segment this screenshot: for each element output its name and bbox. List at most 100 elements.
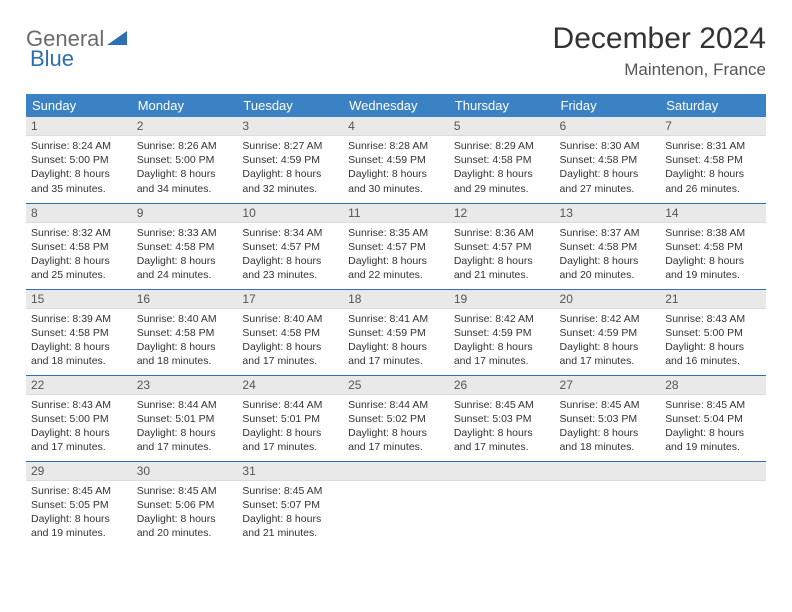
day-number [449, 462, 555, 481]
sunrise-line: Sunrise: 8:44 AM [137, 398, 233, 412]
daylight-line: Daylight: 8 hours and 16 minutes. [665, 340, 761, 368]
day-body: Sunrise: 8:24 AMSunset: 5:00 PMDaylight:… [26, 136, 132, 201]
calendar-empty-cell [449, 461, 555, 547]
day-body: Sunrise: 8:27 AMSunset: 4:59 PMDaylight:… [237, 136, 343, 201]
daylight-line: Daylight: 8 hours and 19 minutes. [31, 512, 127, 540]
day-number: 28 [660, 376, 766, 395]
sunset-line: Sunset: 5:02 PM [348, 412, 444, 426]
sunset-line: Sunset: 4:58 PM [137, 240, 233, 254]
day-body: Sunrise: 8:45 AMSunset: 5:03 PMDaylight:… [449, 395, 555, 460]
sunrise-line: Sunrise: 8:36 AM [454, 226, 550, 240]
logo-triangle-icon [107, 29, 127, 50]
sunset-line: Sunset: 4:58 PM [242, 326, 338, 340]
day-body: Sunrise: 8:45 AMSunset: 5:03 PMDaylight:… [555, 395, 661, 460]
calendar-day-cell: 30Sunrise: 8:45 AMSunset: 5:06 PMDayligh… [132, 461, 238, 547]
calendar-day-cell: 29Sunrise: 8:45 AMSunset: 5:05 PMDayligh… [26, 461, 132, 547]
day-number [660, 462, 766, 481]
sunset-line: Sunset: 5:05 PM [31, 498, 127, 512]
sunrise-line: Sunrise: 8:43 AM [665, 312, 761, 326]
day-body: Sunrise: 8:45 AMSunset: 5:04 PMDaylight:… [660, 395, 766, 460]
sunset-line: Sunset: 4:58 PM [665, 153, 761, 167]
calendar-day-cell: 22 Sunrise: 8:43 AMSunset: 5:00 PMDayligh… [26, 375, 132, 461]
daylight-line: Daylight: 8 hours and 17 minutes. [242, 426, 338, 454]
day-number: 27 [555, 376, 661, 395]
day-number: 1 [26, 117, 132, 136]
sunset-line: Sunset: 5:03 PM [454, 412, 550, 426]
calendar-day-cell: 9Sunrise: 8:33 AMSunset: 4:58 PMDaylight… [132, 203, 238, 289]
day-number: 7 [660, 117, 766, 136]
page-title: December 2024 [553, 22, 766, 56]
day-number: 8 [26, 204, 132, 223]
day-body: Sunrise: 8:41 AMSunset: 4:59 PMDaylight:… [343, 309, 449, 374]
sunrise-line: Sunrise: 8:45 AM [454, 398, 550, 412]
title-block: December 2024 Maintenon, France [553, 22, 766, 80]
sunset-line: Sunset: 4:59 PM [348, 326, 444, 340]
sunset-line: Sunset: 5:01 PM [137, 412, 233, 426]
calendar-day-cell: 27Sunrise: 8:45 AMSunset: 5:03 PMDayligh… [555, 375, 661, 461]
day-number: 15 [26, 290, 132, 309]
day-number: 6 [555, 117, 661, 136]
calendar-day-cell: 6Sunrise: 8:30 AMSunset: 4:58 PMDaylight… [555, 117, 661, 203]
calendar-header-row: SundayMondayTuesdayWednesdayThursdayFrid… [26, 94, 766, 117]
sunrise-line: Sunrise: 8:39 AM [31, 312, 127, 326]
calendar-day-cell: 15Sunrise: 8:39 AMSunset: 4:58 PMDayligh… [26, 289, 132, 375]
calendar-day-cell: 21Sunrise: 8:43 AMSunset: 5:00 PMDayligh… [660, 289, 766, 375]
day-number [555, 462, 661, 481]
day-body: Sunrise: 8:44 AMSunset: 5:01 PMDaylight:… [132, 395, 238, 460]
calendar-empty-cell [555, 461, 661, 547]
sunrise-line: Sunrise: 8:44 AM [242, 398, 338, 412]
weekday-header: Saturday [660, 94, 766, 117]
sunset-line: Sunset: 5:00 PM [31, 412, 127, 426]
sunset-line: Sunset: 4:58 PM [665, 240, 761, 254]
sunrise-line: Sunrise: 8:42 AM [560, 312, 656, 326]
day-body: Sunrise: 8:35 AMSunset: 4:57 PMDaylight:… [343, 223, 449, 288]
weekday-header: Monday [132, 94, 238, 117]
calendar-day-cell: 18Sunrise: 8:41 AMSunset: 4:59 PMDayligh… [343, 289, 449, 375]
sunrise-line: Sunrise: 8:45 AM [665, 398, 761, 412]
weekday-header: Tuesday [237, 94, 343, 117]
day-number: 19 [449, 290, 555, 309]
day-number: 10 [237, 204, 343, 223]
day-number: 16 [132, 290, 238, 309]
daylight-line: Daylight: 8 hours and 26 minutes. [665, 167, 761, 195]
sunset-line: Sunset: 5:00 PM [31, 153, 127, 167]
day-body: Sunrise: 8:43 AMSunset: 5:00 PMDaylight:… [660, 309, 766, 374]
sunrise-line: Sunrise: 8:45 AM [31, 484, 127, 498]
day-body: Sunrise: 8:29 AMSunset: 4:58 PMDaylight:… [449, 136, 555, 201]
day-body: Sunrise: 8:32 AMSunset: 4:58 PMDaylight:… [26, 223, 132, 288]
logo-text-blue: Blue [30, 46, 74, 71]
daylight-line: Daylight: 8 hours and 18 minutes. [137, 340, 233, 368]
daylight-line: Daylight: 8 hours and 23 minutes. [242, 254, 338, 282]
sunrise-line: Sunrise: 8:45 AM [137, 484, 233, 498]
day-body: Sunrise: 8:45 AMSunset: 5:05 PMDaylight:… [26, 481, 132, 546]
daylight-line: Daylight: 8 hours and 21 minutes. [454, 254, 550, 282]
daylight-line: Daylight: 8 hours and 19 minutes. [665, 254, 761, 282]
day-body: Sunrise: 8:44 AMSunset: 5:02 PMDaylight:… [343, 395, 449, 460]
daylight-line: Daylight: 8 hours and 17 minutes. [31, 426, 127, 454]
day-number: 20 [555, 290, 661, 309]
calendar-empty-cell [660, 461, 766, 547]
calendar-week-row: 15 Sunrise: 8:39 AM Sunset: 4:58 PM Dayligh… [26, 289, 766, 375]
sunset-line: Sunset: 4:58 PM [560, 240, 656, 254]
calendar-table: SundayMondayTuesdayWednesdayThursdayFrid… [26, 94, 766, 547]
day-number: 3 [237, 117, 343, 136]
calendar-day-cell: 24Sunrise: 8:44 AMSunset: 5:01 PMDayligh… [237, 375, 343, 461]
calendar-day-cell: 14Sunrise: 8:38 AMSunset: 4:58 PMDayligh… [660, 203, 766, 289]
day-number: 18 [343, 290, 449, 309]
sunrise-line: Sunrise: 8:40 AM [242, 312, 338, 326]
day-body: Sunrise: 8:38 AMSunset: 4:58 PMDaylight:… [660, 223, 766, 288]
day-number: 9 [132, 204, 238, 223]
calendar-day-cell: 26Sunrise: 8:45 AMSunset: 5:03 PMDayligh… [449, 375, 555, 461]
sunrise-line: Sunrise: 8:38 AM [665, 226, 761, 240]
day-body: Sunrise: 8:36 AMSunset: 4:57 PMDaylight:… [449, 223, 555, 288]
day-number: 24 [237, 376, 343, 395]
daylight-line: Daylight: 8 hours and 19 minutes. [665, 426, 761, 454]
daylight-line: Daylight: 8 hours and 18 minutes. [560, 426, 656, 454]
calendar-day-cell: 7Sunrise: 8:31 AMSunset: 4:58 PMDaylight… [660, 117, 766, 203]
sunset-line: Sunset: 4:58 PM [560, 153, 656, 167]
sunrise-line: Sunrise: 8:29 AM [454, 139, 550, 153]
sunrise-line: Sunrise: 8:43 AM [31, 398, 127, 412]
day-number: 22 [26, 376, 132, 395]
calendar-day-cell: 17Sunrise: 8:40 AMSunset: 4:58 PMDayligh… [237, 289, 343, 375]
day-body: Sunrise: 8:44 AMSunset: 5:01 PMDaylight:… [237, 395, 343, 460]
